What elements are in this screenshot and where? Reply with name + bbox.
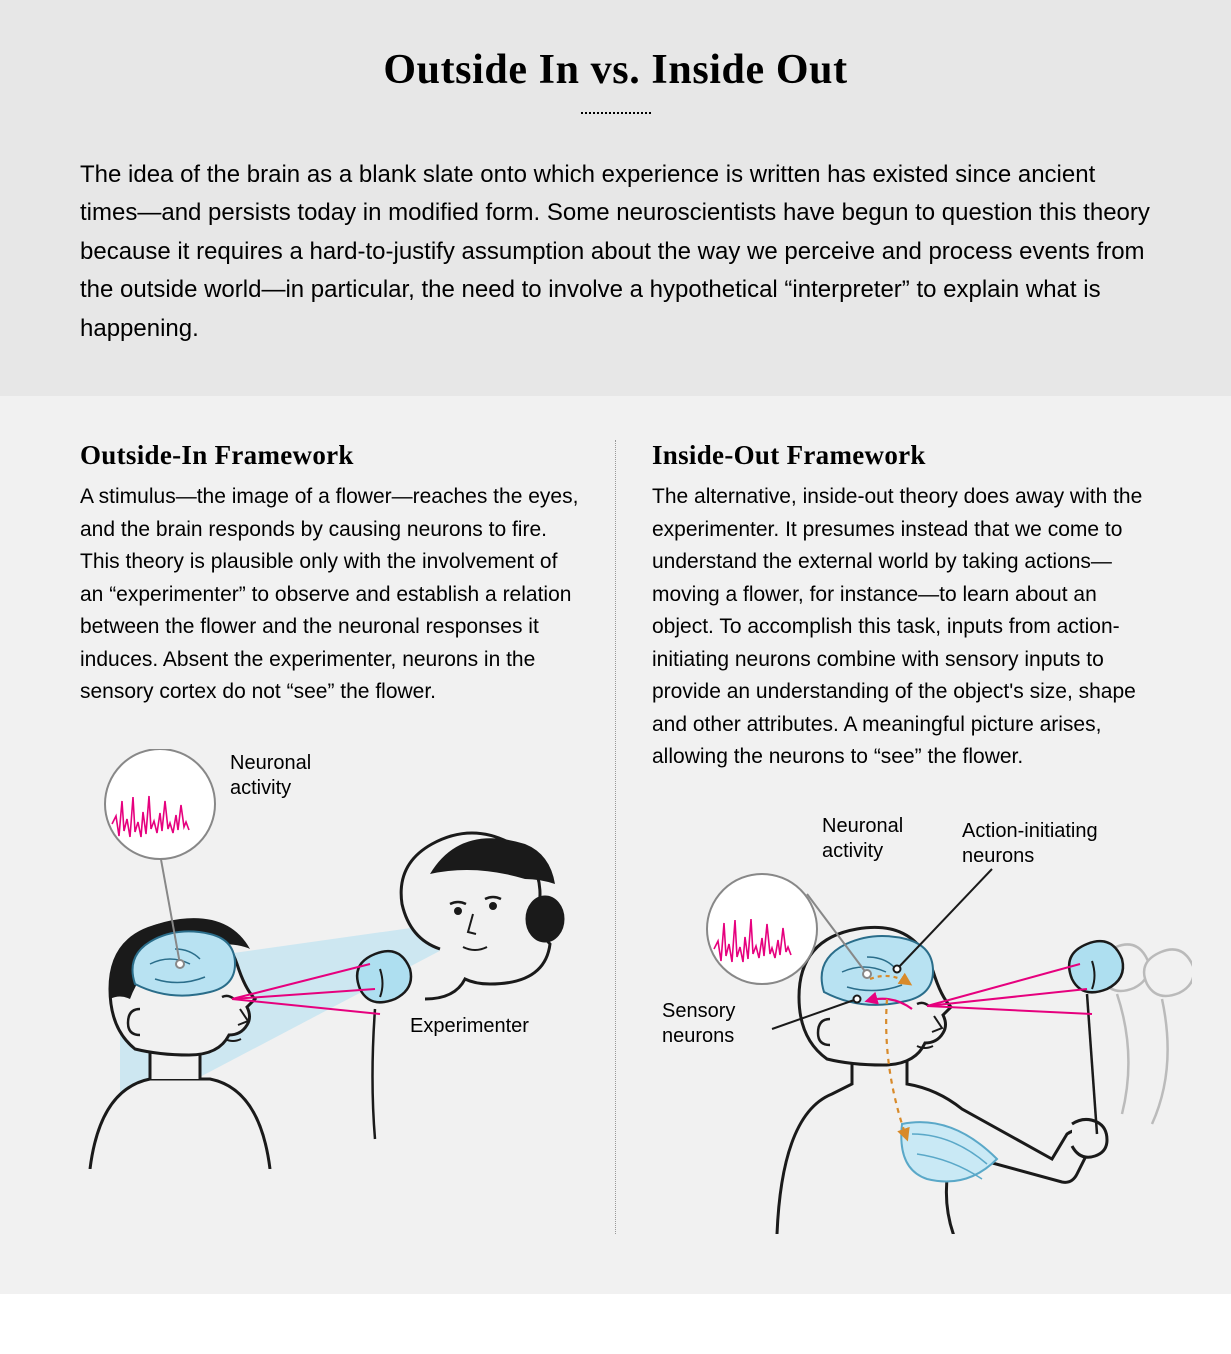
- left-body: A stimulus—the image of a flower—reaches…: [80, 481, 579, 709]
- outside-in-diagram: Neuronal activity Experimenter: [80, 749, 579, 1169]
- left-column: Outside-In Framework A stimulus—the imag…: [80, 440, 615, 1234]
- right-column: Inside-Out Framework The alternative, in…: [615, 440, 1171, 1234]
- page-title: Outside In vs. Inside Out: [80, 46, 1151, 94]
- left-heading: Outside-In Framework: [80, 440, 579, 471]
- intro-paragraph: The idea of the brain as a blank slate o…: [80, 156, 1151, 348]
- title-divider: [581, 112, 651, 114]
- header-block: Outside In vs. Inside Out The idea of th…: [0, 0, 1231, 396]
- inside-out-diagram: Neuronal activity Action-initiating neur…: [652, 814, 1151, 1234]
- inside-out-svg: [652, 814, 1192, 1234]
- right-heading: Inside-Out Framework: [652, 440, 1151, 471]
- two-column-layout: Outside-In Framework A stimulus—the imag…: [0, 396, 1231, 1294]
- right-body: The alternative, inside-out theory does …: [652, 481, 1151, 774]
- outside-in-svg: [80, 749, 580, 1169]
